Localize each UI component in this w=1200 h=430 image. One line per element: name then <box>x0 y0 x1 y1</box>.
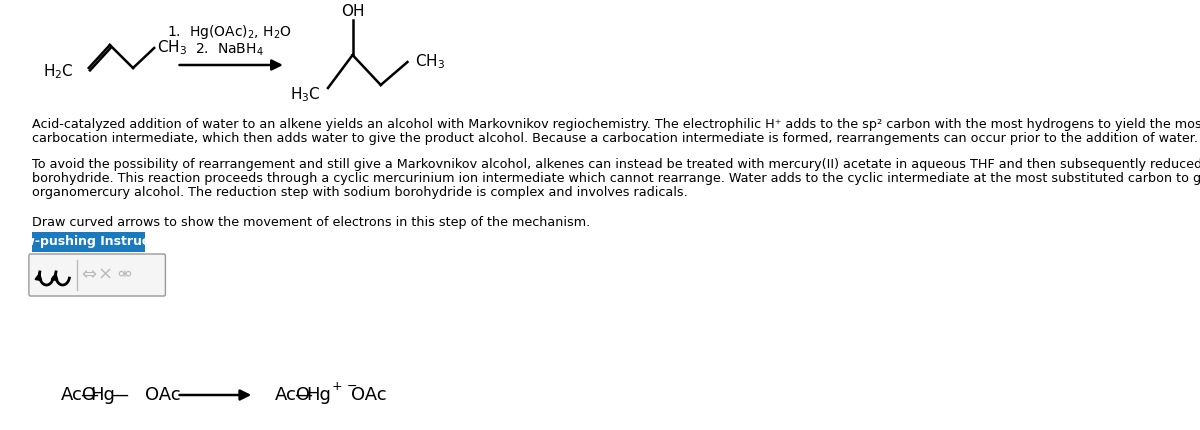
Text: carbocation intermediate, which then adds water to give the product alcohol. Bec: carbocation intermediate, which then add… <box>32 132 1199 145</box>
Text: OAc: OAc <box>352 386 386 404</box>
Text: borohydride. This reaction proceeds through a cyclic mercurinium ion intermediat: borohydride. This reaction proceeds thro… <box>32 172 1200 185</box>
Text: —: — <box>294 386 312 404</box>
Text: AcO: AcO <box>60 386 96 404</box>
Text: −: − <box>347 380 358 393</box>
Text: AcO: AcO <box>275 386 311 404</box>
Text: CH$_3$: CH$_3$ <box>157 39 187 57</box>
Text: 2.  NaBH$_4$: 2. NaBH$_4$ <box>196 42 264 58</box>
Text: organomercury alcohol. The reduction step with sodium borohydride is complex and: organomercury alcohol. The reduction ste… <box>32 186 688 199</box>
Text: ×: × <box>97 266 113 284</box>
Text: OH: OH <box>341 4 365 19</box>
Text: H$_3$C: H$_3$C <box>290 86 320 104</box>
Text: To avoid the possibility of rearrangement and still give a Markovnikov alcohol, : To avoid the possibility of rearrangemen… <box>32 158 1200 171</box>
Text: Hg: Hg <box>90 386 115 404</box>
FancyBboxPatch shape <box>29 254 166 296</box>
Text: —: — <box>79 386 97 404</box>
Text: H$_2$C: H$_2$C <box>42 63 73 81</box>
Text: Arrow-pushing Instructions: Arrow-pushing Instructions <box>0 236 185 249</box>
Text: CH$_3$: CH$_3$ <box>414 52 445 71</box>
Text: ⚮: ⚮ <box>116 266 131 284</box>
Text: OAc: OAc <box>145 386 181 404</box>
Text: 1.  Hg(OAc)$_2$, H$_2$O: 1. Hg(OAc)$_2$, H$_2$O <box>167 23 292 41</box>
FancyBboxPatch shape <box>32 232 145 252</box>
Text: Acid-catalyzed addition of water to an alkene yields an alcohol with Markovnikov: Acid-catalyzed addition of water to an a… <box>32 118 1200 131</box>
Text: ⇔: ⇔ <box>82 266 96 284</box>
Text: Draw curved arrows to show the movement of electrons in this step of the mechani: Draw curved arrows to show the movement … <box>32 216 590 229</box>
Text: —: — <box>110 386 128 404</box>
Text: +: + <box>331 380 342 393</box>
Text: Hg: Hg <box>306 386 331 404</box>
